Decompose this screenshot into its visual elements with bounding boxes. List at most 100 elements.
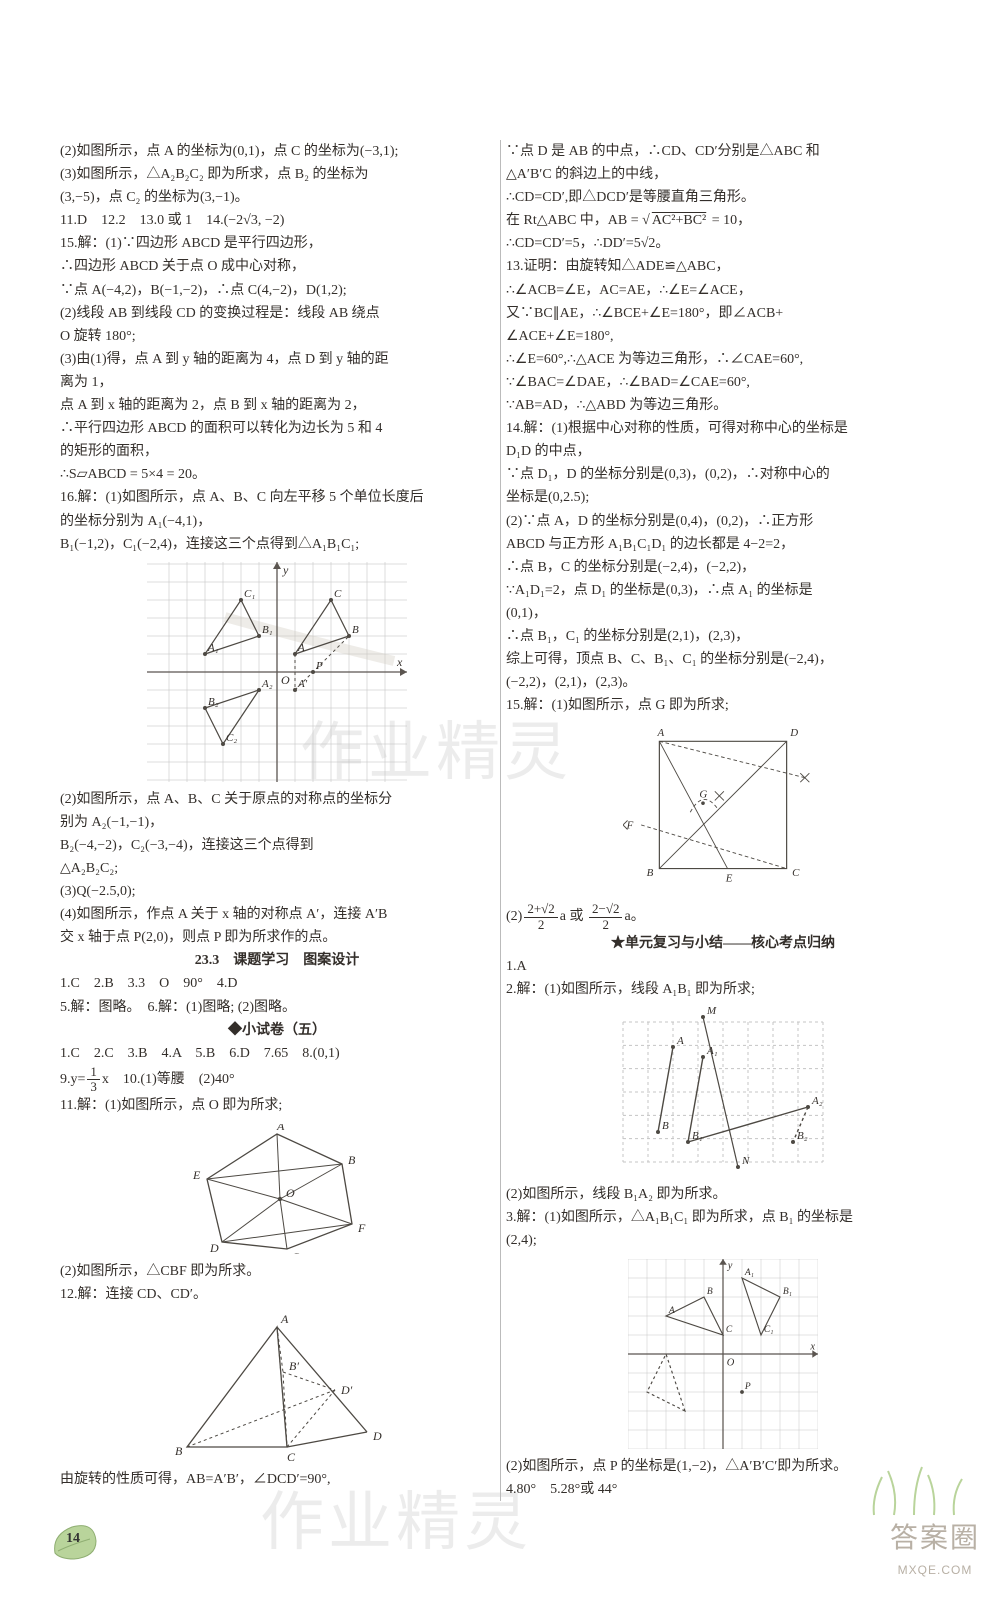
text-fragment: a 或 <box>560 909 587 924</box>
text-line: 别为 A₂(−1,−1)， <box>60 811 494 834</box>
text-line: (2)如图所示，点 A 的坐标为(0,1)，点 C 的坐标为(−3,1); <box>60 140 494 163</box>
text-line: 坐标是(0,2.5); <box>506 486 940 509</box>
svg-text:A₁: A₁ <box>706 1045 718 1057</box>
figure-triangle: ABCDB′D′ <box>167 1312 387 1462</box>
svg-text:D: D <box>789 727 798 739</box>
svg-text:B: B <box>175 1444 183 1458</box>
svg-text:E: E <box>192 1168 201 1182</box>
text-line: 在 Rt△ABC 中，AB = √AC²+BC² = 10， <box>506 209 940 232</box>
svg-text:F: F <box>626 820 634 832</box>
figure-square: ABCDEFG <box>623 723 823 896</box>
svg-text:D′: D′ <box>340 1383 353 1397</box>
svg-text:A′: A′ <box>297 678 308 690</box>
text-line: 3.解：(1)如图所示，△A₁B₁C₁ 即为所求，点 B₁ 的坐标是 <box>506 1206 940 1229</box>
svg-text:B: B <box>707 1287 713 1297</box>
text-fragment: 9.y= <box>60 1072 85 1087</box>
text-line: (3)如图所示，△A₂B₂C₂ 即为所求，点 B₂ 的坐标为 <box>60 163 494 186</box>
svg-text:B: B <box>662 1120 669 1132</box>
section-heading: ★单元复习与小结——核心考点归纳 <box>506 932 940 955</box>
svg-text:x: x <box>809 1341 815 1352</box>
svg-text:x: x <box>396 655 403 669</box>
text-fragment: x 10.(1)等腰 (2)40° <box>102 1072 235 1087</box>
svg-text:O: O <box>286 1186 295 1200</box>
svg-text:y: y <box>727 1260 733 1271</box>
text-fragment: = 10， <box>708 213 751 228</box>
text-line: 又∵BC∥AE，∴∠BCE+∠E=180°，即∠ACB+ <box>506 302 940 325</box>
text-line: 的坐标分别为 A₁(−4,1)， <box>60 510 494 533</box>
text-line: ∵∠BAC=∠DAE，∴∠BAD=∠CAE=60°, <box>506 371 940 394</box>
text-line: ∴∠ACB=∠E，AC=AE，∴∠E=∠ACE， <box>506 279 940 302</box>
text-line: (2)如图所示，线段 B₁A₂ 即为所求。 <box>506 1183 940 1206</box>
text-line: B₁(−1,2)，C₁(−2,4)，连接这三个点得到△A₁B₁C₁; <box>60 533 494 556</box>
text-line: ∵点 D 是 AB 的中点，∴CD、CD′分别是△ABC 和 <box>506 140 940 163</box>
svg-text:C₁: C₁ <box>764 1325 774 1335</box>
text-line: 16.解：(1)如图所示，点 A、B、C 向左平移 5 个单位长度后 <box>60 486 494 509</box>
text-line: 2.解：(1)如图所示，线段 A₁B₁ 即为所求; <box>506 978 940 1001</box>
svg-text:D: D <box>372 1429 382 1443</box>
text-line: △A′B′C 的斜边上的中线， <box>506 163 940 186</box>
text-line: ∴四边形 ABCD 关于点 O 成中心对称， <box>60 255 494 278</box>
text-line: D₁D 的中点， <box>506 440 940 463</box>
svg-text:A: A <box>297 642 305 654</box>
svg-text:N: N <box>741 1155 750 1167</box>
text-fragment: (2) <box>506 909 522 924</box>
text-line: 9.y=13x 10.(1)等腰 (2)40° <box>60 1065 494 1095</box>
svg-text:A: A <box>676 1035 684 1047</box>
svg-text:O: O <box>281 673 290 687</box>
svg-text:A₂: A₂ <box>261 678 273 690</box>
text-line: 的矩形的面积， <box>60 440 494 463</box>
svg-text:B₂: B₂ <box>208 696 219 708</box>
svg-text:B₁: B₁ <box>783 1287 792 1297</box>
svg-text:A: A <box>280 1312 289 1326</box>
section-heading: ◆小试卷（五） <box>60 1019 494 1042</box>
text-line: 由旋转的性质可得，AB=A′B′，∠DCD′=90°, <box>60 1468 494 1491</box>
text-line: (2,4); <box>506 1229 940 1252</box>
svg-text:C₂: C₂ <box>226 732 237 744</box>
text-line: ∴∠E=60°,∴△ACE 为等边三角形，∴∠CAE=60°, <box>506 348 940 371</box>
svg-text:y: y <box>282 563 289 577</box>
text-line: 12.解：连接 CD、CD′。 <box>60 1283 494 1306</box>
figure-grid2: MNABA₁B₁A₂B₂ <box>613 1007 833 1177</box>
text-line: (3)Q(−2.5,0); <box>60 880 494 903</box>
text-line: (2)如图所示，△CBF 即为所求。 <box>60 1260 494 1283</box>
text-line: ∵A₁D₁=2，点 D₁ 的坐标是(0,3)，∴点 A₁ 的坐标是 <box>506 579 940 602</box>
text-line: (0,1)， <box>506 602 940 625</box>
text-line: ∴CD=CD′,即△DCD′是等腰直角三角形。 <box>506 186 940 209</box>
svg-text:B₁: B₁ <box>692 1130 703 1142</box>
text-line: 5.解：图略。 6.解：(1)图略; (2)图略。 <box>60 996 494 1019</box>
fraction: 2−√22 <box>589 902 622 932</box>
text-line: O 旋转 180°; <box>60 325 494 348</box>
svg-text:F: F <box>357 1221 366 1235</box>
svg-text:A₁: A₁ <box>207 642 219 654</box>
text-fragment: a。 <box>624 909 644 924</box>
text-line: ∴点 B₁，C₁ 的坐标分别是(2,1)，(2,3)， <box>506 625 940 648</box>
fraction: 13 <box>87 1065 100 1095</box>
text-line: 1.C 2.B 3.3 O 90° 4.D <box>60 972 494 995</box>
figure-q16-grid: yxOABCA₁B₁C₁A₂B₂C₂A′P <box>147 562 407 782</box>
text-line: ∴S▱ABCD = 5×4 = 20。 <box>60 463 494 486</box>
text-line: (3,−5)，点 C₂ 的坐标为(3,−1)。 <box>60 186 494 209</box>
text-line: 交 x 轴于点 P(2,0)，则点 P 即为所求作的点。 <box>60 926 494 949</box>
text-line: 15.解：(1)如图所示，点 G 即为所求; <box>506 694 940 717</box>
svg-text:C: C <box>726 1325 733 1335</box>
svg-text:A: A <box>657 727 665 739</box>
svg-text:B: B <box>352 624 359 636</box>
text-line: 离为 1， <box>60 371 494 394</box>
text-line: (2)线段 AB 到线段 CD 的变换过程是：线段 AB 绕点 <box>60 302 494 325</box>
text-line: ∴平行四边形 ABCD 的面积可以转化为边长为 5 和 4 <box>60 417 494 440</box>
text-line: ∴CD=CD′=5，∴DD′=5√2。 <box>506 232 940 255</box>
text-line: (−2,2)，(2,1)，(2,3)。 <box>506 671 940 694</box>
page-number: 14 <box>66 1527 80 1550</box>
figure-grid3: OxyABCA₁B₁C₁P <box>628 1259 818 1449</box>
text-line: ∵点 A(−4,2)，B(−1,−2)，∴点 C(4,−2)，D(1,2); <box>60 279 494 302</box>
svg-text:G: G <box>699 789 707 801</box>
text-line: △A₂B₂C₂; <box>60 857 494 880</box>
text-line: (4)如图所示，作点 A 关于 x 轴的对称点 A′，连接 A′B <box>60 903 494 926</box>
svg-text:B₂: B₂ <box>797 1130 808 1142</box>
text-line: 13.证明：由旋转知△ADE≌△ABC， <box>506 255 940 278</box>
text-line: 14.解：(1)根据中心对称的性质，可得对称中心的坐标是 <box>506 417 940 440</box>
text-fragment: 在 Rt△ABC 中，AB = <box>506 213 642 228</box>
svg-text:E: E <box>725 873 733 885</box>
svg-text:P: P <box>315 660 323 672</box>
text-line: 1.C 2.C 3.B 4.A 5.B 6.D 7.65 8.(0,1) <box>60 1042 494 1065</box>
